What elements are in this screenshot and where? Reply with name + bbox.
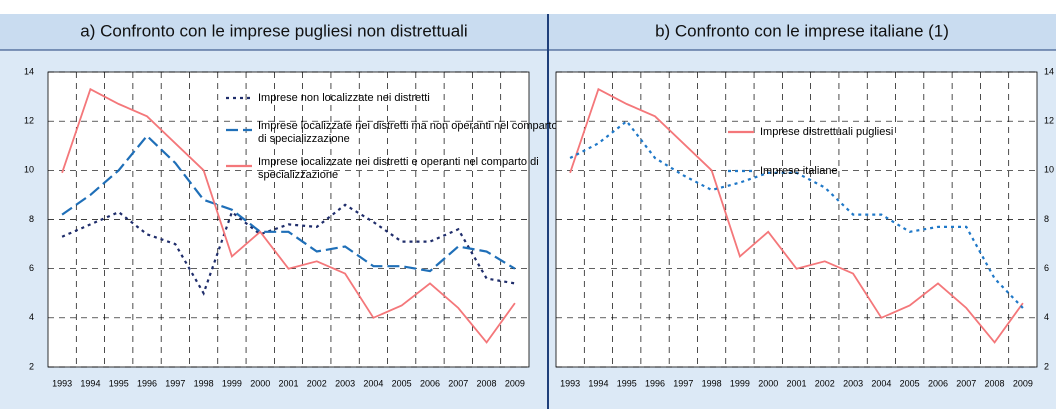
legend-label: Imprese italiane <box>760 165 838 177</box>
x-tick-label: 2007 <box>956 378 976 388</box>
series-line <box>569 119 1024 309</box>
x-tick-label: 2003 <box>335 378 355 388</box>
x-tick-label: 1999 <box>730 378 750 388</box>
y-tick-label: 8 <box>1044 214 1049 224</box>
legend-label-box: Imprese non localizzate nei distretti <box>258 92 430 104</box>
x-tick-label: 2007 <box>448 378 468 388</box>
x-tick-label: 1999 <box>222 378 242 388</box>
x-tick-label: 2008 <box>477 378 497 388</box>
y-tick-label: 14 <box>24 66 34 76</box>
x-tick-label: 2002 <box>307 378 327 388</box>
series-line <box>61 203 516 296</box>
y-tick-label: 10 <box>24 165 34 175</box>
y-tick-label: 2 <box>1044 361 1049 371</box>
x-tick-label: 1994 <box>80 378 100 388</box>
x-tick-label: 2005 <box>900 378 920 388</box>
x-tick-label: 1995 <box>617 378 637 388</box>
y-tick-label: 12 <box>1044 116 1054 126</box>
y-tick-label: 12 <box>24 116 34 126</box>
y-tick-label: 4 <box>1044 312 1049 322</box>
x-tick-label: 1993 <box>52 378 72 388</box>
x-tick-label: 1998 <box>702 378 722 388</box>
series-line <box>61 134 516 273</box>
x-tick-label: 2001 <box>786 378 806 388</box>
x-tick-label: 1994 <box>588 378 608 388</box>
x-tick-label: 1997 <box>165 378 185 388</box>
legend-label-box: Imprese italiane <box>760 165 838 177</box>
x-tick-label: 2009 <box>1013 378 1033 388</box>
x-tick-label: 1995 <box>109 378 129 388</box>
legend-label: Imprese localizzate nei distretti ma non… <box>258 120 558 145</box>
x-tick-label: 2003 <box>843 378 863 388</box>
legend-label: Imprese distrettuali pugliesi <box>760 126 894 138</box>
legend-label: Imprese non localizzate nei distretti <box>258 92 430 104</box>
x-tick-label: 1996 <box>645 378 665 388</box>
y-tick-label: 8 <box>29 214 34 224</box>
legend-label-box: Imprese localizzate nei distretti e oper… <box>258 156 539 181</box>
legend-label-box: Imprese distrettuali pugliesi <box>760 126 894 138</box>
x-tick-label: 2002 <box>815 378 835 388</box>
x-tick-label: 2009 <box>505 378 525 388</box>
series-line <box>61 87 516 344</box>
series-line <box>569 87 1024 344</box>
y-tick-label: 14 <box>1044 66 1054 76</box>
y-tick-label: 2 <box>29 361 34 371</box>
top-strip <box>0 0 1056 14</box>
header-band <box>0 14 1056 50</box>
x-tick-label: 2006 <box>928 378 948 388</box>
x-tick-label: 2001 <box>278 378 298 388</box>
x-tick-label: 1996 <box>137 378 157 388</box>
x-tick-label: 2005 <box>392 378 412 388</box>
x-tick-label: 2006 <box>420 378 440 388</box>
x-tick-label: 2000 <box>250 378 270 388</box>
x-tick-label: 1993 <box>560 378 580 388</box>
x-tick-label: 2004 <box>363 378 383 388</box>
panel-title: a) Confronto con le imprese pugliesi non… <box>80 21 467 40</box>
panel-title: b) Confronto con le imprese italiane (1) <box>655 21 949 40</box>
x-tick-label: 2004 <box>871 378 891 388</box>
x-tick-label: 1997 <box>673 378 693 388</box>
legend-label: Imprese localizzate nei distretti e oper… <box>258 156 539 181</box>
legend-label-box: Imprese localizzate nei distretti ma non… <box>258 120 558 145</box>
y-tick-label: 6 <box>1044 263 1049 273</box>
x-tick-label: 1998 <box>194 378 214 388</box>
y-tick-label: 4 <box>29 312 34 322</box>
y-tick-label: 6 <box>29 263 34 273</box>
x-tick-label: 2000 <box>758 378 778 388</box>
y-tick-label: 10 <box>1044 165 1054 175</box>
x-tick-label: 2008 <box>985 378 1005 388</box>
